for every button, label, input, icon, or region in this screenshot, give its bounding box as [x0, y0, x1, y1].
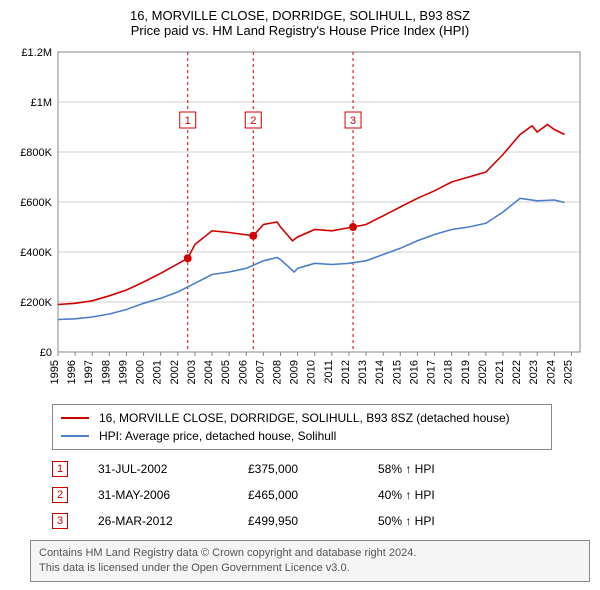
y-tick-label: £0 [40, 347, 52, 359]
sale-marker-dot [249, 232, 257, 240]
x-tick-label: 2008 [271, 360, 283, 384]
legend-swatch [61, 435, 89, 437]
sale-row: 2 31-MAY-2006 £465,000 40% ↑ HPI [52, 484, 590, 506]
x-tick-label: 1996 [66, 360, 78, 384]
x-tick-label: 1995 [49, 360, 61, 384]
x-tick-label: 2000 [135, 360, 147, 384]
chart-title: 16, MORVILLE CLOSE, DORRIDGE, SOLIHULL, … [10, 8, 590, 23]
sale-date: 31-MAY-2006 [98, 488, 218, 502]
sale-row-marker: 2 [52, 487, 68, 503]
chart-svg: £0 £200K £400K £600K £800K £1M £1.2M 1995 1996 19… [10, 46, 590, 396]
x-tick-label: 2024 [545, 360, 557, 384]
y-tick-label: £800K [20, 147, 52, 159]
sale-marker-number: 3 [350, 115, 356, 127]
sale-marker-dot [349, 223, 357, 231]
chart-area: £0 £200K £400K £600K £800K £1M £1.2M 1995 1996 19… [10, 46, 590, 396]
sale-price: £499,950 [248, 514, 348, 528]
x-tick-label: 2019 [460, 360, 472, 384]
x-tick-label: 2025 [562, 360, 574, 384]
x-tick-label: 1997 [83, 360, 95, 384]
sale-row: 3 26-MAR-2012 £499,950 50% ↑ HPI [52, 510, 590, 532]
sale-row-marker: 1 [52, 461, 68, 477]
x-tick-label: 2011 [323, 360, 335, 384]
sale-date: 26-MAR-2012 [98, 514, 218, 528]
attribution-line-1: Contains HM Land Registry data © Crown c… [39, 546, 581, 561]
sale-row-marker: 3 [52, 513, 68, 529]
x-tick-label: 2013 [357, 360, 369, 384]
y-tick-label: £1M [31, 97, 52, 109]
x-tick-label: 2014 [374, 360, 386, 384]
x-tick-label: 2005 [220, 360, 232, 384]
legend-box: 16, MORVILLE CLOSE, DORRIDGE, SOLIHULL, … [52, 404, 552, 450]
x-tick-label: 2006 [237, 360, 249, 384]
legend-row: 16, MORVILLE CLOSE, DORRIDGE, SOLIHULL, … [61, 409, 543, 427]
sale-pct: 50% ↑ HPI [378, 514, 498, 528]
sale-marker-number: 1 [185, 115, 191, 127]
x-tick-label: 2016 [408, 360, 420, 384]
x-tick-label: 2003 [186, 360, 198, 384]
legend-label: 16, MORVILLE CLOSE, DORRIDGE, SOLIHULL, … [99, 411, 510, 425]
sale-pct: 58% ↑ HPI [378, 462, 498, 476]
x-tick-label: 2017 [426, 360, 438, 384]
x-tick-label: 2012 [340, 360, 352, 384]
x-tick-label: 2022 [511, 360, 523, 384]
x-tick-label: 2004 [203, 360, 215, 384]
sale-date: 31-JUL-2002 [98, 462, 218, 476]
x-tick-label: 2010 [306, 360, 318, 384]
y-tick-label: £400K [20, 247, 52, 259]
sale-marker-number: 2 [250, 115, 256, 127]
x-tick-label: 2002 [169, 360, 181, 384]
x-tick-label: 1999 [117, 360, 129, 384]
sale-price: £375,000 [248, 462, 348, 476]
x-tick-label: 2021 [494, 360, 506, 384]
x-tick-label: 2001 [152, 360, 164, 384]
sale-marker-dot [184, 254, 192, 262]
y-tick-label: £600K [20, 197, 52, 209]
sale-pct: 40% ↑ HPI [378, 488, 498, 502]
x-tick-label: 2018 [443, 360, 455, 384]
sale-price: £465,000 [248, 488, 348, 502]
legend-label: HPI: Average price, detached house, Soli… [99, 429, 336, 443]
attribution-line-2: This data is licensed under the Open Gov… [39, 561, 581, 576]
x-tick-label: 1998 [100, 360, 112, 384]
x-tick-label: 2007 [254, 360, 266, 384]
sale-row: 1 31-JUL-2002 £375,000 58% ↑ HPI [52, 458, 590, 480]
legend-row: HPI: Average price, detached house, Soli… [61, 427, 543, 445]
attribution-box: Contains HM Land Registry data © Crown c… [30, 540, 590, 582]
legend-swatch [61, 417, 89, 419]
x-tick-label: 2015 [391, 360, 403, 384]
x-tick-label: 2020 [477, 360, 489, 384]
y-tick-label: £1.2M [21, 47, 52, 59]
x-tick-label: 2009 [289, 360, 301, 384]
chart-subtitle: Price paid vs. HM Land Registry's House … [10, 23, 590, 38]
x-tick-label: 2023 [528, 360, 540, 384]
y-tick-label: £200K [20, 297, 52, 309]
